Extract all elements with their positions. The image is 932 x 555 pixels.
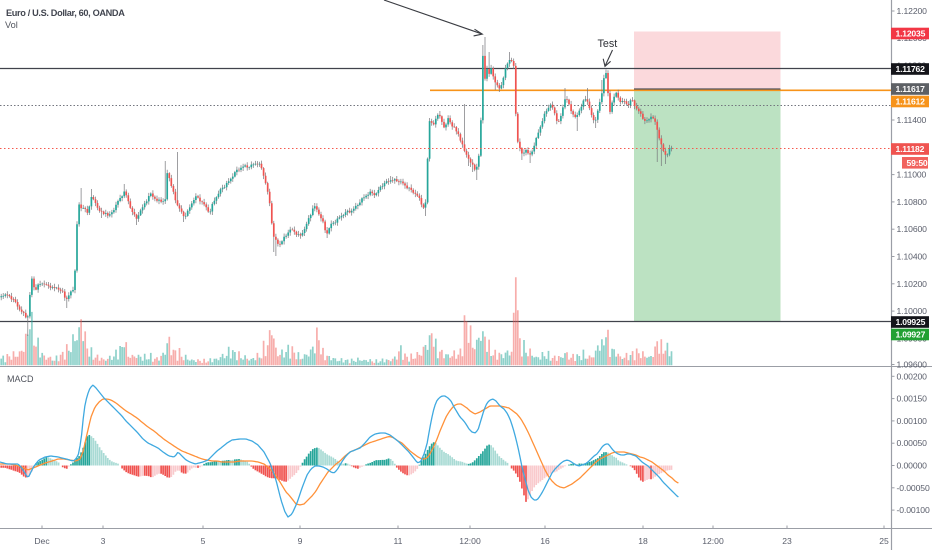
- svg-text:1.11000: 1.11000: [897, 170, 927, 180]
- svg-text:-0.00050: -0.00050: [897, 483, 930, 493]
- svg-text:25: 25: [879, 536, 889, 546]
- svg-text:0.00200: 0.00200: [897, 371, 928, 381]
- svg-text:1.10800: 1.10800: [897, 197, 928, 207]
- svg-text:1.12200: 1.12200: [897, 6, 928, 16]
- svg-text:1.10200: 1.10200: [897, 279, 928, 289]
- svg-text:Test: Test: [598, 38, 618, 50]
- svg-text:1.12035: 1.12035: [896, 29, 926, 39]
- svg-text:5: 5: [201, 536, 206, 546]
- svg-text:3: 3: [101, 536, 106, 546]
- svg-text:59:50: 59:50: [907, 158, 928, 168]
- svg-text:1.11612: 1.11612: [896, 97, 926, 107]
- svg-text:23: 23: [782, 536, 792, 546]
- svg-text:1.09927: 1.09927: [896, 330, 926, 340]
- svg-text:1.11617: 1.11617: [896, 84, 926, 94]
- svg-text:1.11182: 1.11182: [896, 144, 925, 154]
- svg-text:0.00100: 0.00100: [897, 416, 928, 426]
- svg-text:12:00: 12:00: [459, 536, 481, 546]
- svg-text:0.00000: 0.00000: [897, 461, 928, 471]
- svg-text:Dec: Dec: [34, 536, 50, 546]
- svg-text:1.10000: 1.10000: [897, 306, 928, 316]
- svg-text:1.10600: 1.10600: [897, 224, 928, 234]
- svg-text:16: 16: [540, 536, 550, 546]
- svg-text:1.10400: 1.10400: [897, 252, 928, 262]
- svg-text:1.11400: 1.11400: [897, 115, 927, 125]
- svg-text:Euro / U.S. Dollar, 60, OANDA: Euro / U.S. Dollar, 60, OANDA: [6, 8, 125, 18]
- svg-text:0.00050: 0.00050: [897, 438, 928, 448]
- svg-text:Vol: Vol: [5, 20, 18, 30]
- svg-text:1.09600: 1.09600: [897, 360, 928, 370]
- svg-text:12:00: 12:00: [702, 536, 724, 546]
- svg-text:0.00150: 0.00150: [897, 394, 928, 404]
- svg-text:1.11762: 1.11762: [896, 64, 926, 74]
- svg-text:9: 9: [298, 536, 303, 546]
- svg-text:MACD: MACD: [7, 374, 34, 384]
- svg-text:11: 11: [394, 536, 403, 546]
- svg-text:-0.00100: -0.00100: [897, 505, 930, 515]
- svg-text:1.09925: 1.09925: [896, 317, 926, 327]
- svg-text:18: 18: [638, 536, 648, 546]
